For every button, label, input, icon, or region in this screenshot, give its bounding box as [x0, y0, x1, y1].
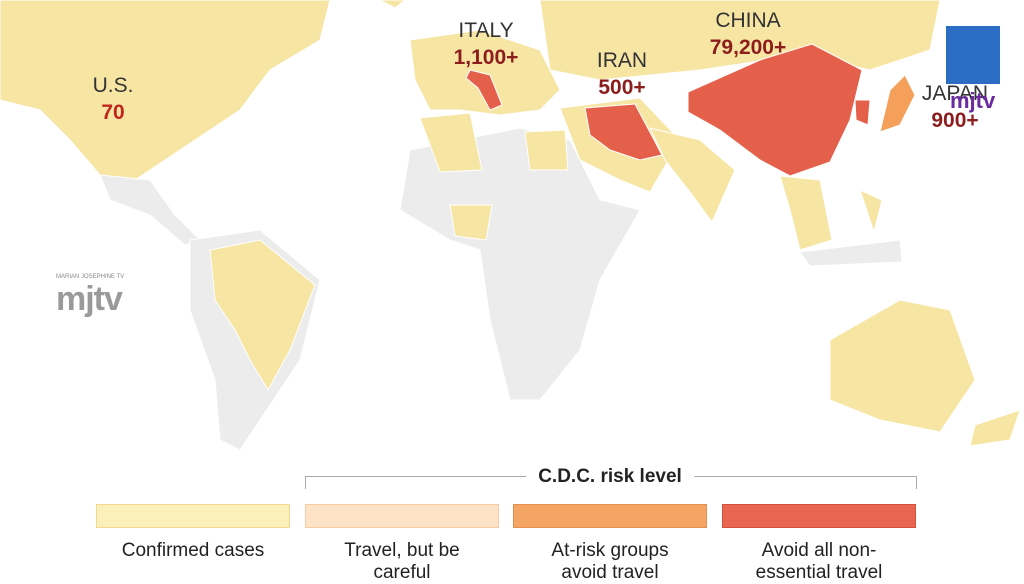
country-label: ITALY 1,100+ — [454, 17, 519, 71]
legend-title: C.D.C. risk level — [526, 466, 694, 488]
case-count: 500+ — [598, 76, 646, 99]
korea — [854, 99, 871, 126]
philippines — [859, 189, 883, 234]
australia — [829, 299, 976, 433]
channel-logo: mjtv — [946, 26, 1000, 113]
legend-label: At-risk groups avoid travel — [551, 540, 669, 583]
case-count: 79,200+ — [709, 36, 787, 59]
southeast-asia — [779, 175, 833, 251]
egypt — [524, 129, 569, 171]
japan — [879, 74, 916, 133]
legend-label: Avoid all non-essential travel — [755, 540, 883, 583]
legend-swatch — [96, 504, 290, 528]
watermark-caption: MARIAN JOSEPHINE TV — [56, 274, 125, 280]
country-name: CHINA — [715, 9, 781, 32]
case-count: 1,100+ — [453, 46, 519, 69]
legend-swatch — [722, 504, 916, 528]
country-name: JAPAN — [921, 82, 989, 105]
iran — [584, 103, 663, 161]
china — [687, 43, 863, 177]
country-name: U.S. — [92, 74, 134, 97]
country-name: IRAN — [596, 49, 648, 72]
indonesia — [799, 239, 903, 267]
legend-item: Avoid all non-essential travel — [722, 504, 916, 584]
country-label: U.S. 70 — [93, 72, 134, 126]
country-label: JAPAN 900+ — [922, 80, 988, 134]
legend-label: Confirmed cases — [121, 540, 265, 561]
north-america — [0, 0, 331, 191]
africa — [399, 127, 641, 401]
legend-swatch — [305, 504, 499, 528]
legend-label: Travel, but be careful — [344, 540, 460, 583]
legend-swatch — [513, 504, 707, 528]
greenland — [379, 0, 406, 9]
central-america — [99, 174, 201, 246]
legend-item: At-risk groups avoid travel — [513, 504, 707, 584]
brazil — [209, 239, 316, 392]
new-zealand — [969, 409, 1021, 447]
europe — [409, 29, 561, 116]
watermark-logo: mjtv — [56, 280, 123, 318]
legend-item: Confirmed cases — [96, 504, 290, 562]
legend-item: Travel, but be careful — [305, 504, 499, 584]
italy — [465, 69, 503, 111]
country-name: ITALY — [458, 19, 514, 42]
case-count: 900+ — [931, 109, 979, 132]
country-label: IRAN 500+ — [597, 47, 647, 101]
case-count: 70 — [101, 101, 125, 124]
country-label: CHINA 79,200+ — [710, 7, 787, 61]
channel-logo-text: mjtv — [950, 88, 996, 113]
algeria — [419, 112, 483, 173]
nigeria — [449, 204, 493, 241]
india — [649, 127, 736, 223]
